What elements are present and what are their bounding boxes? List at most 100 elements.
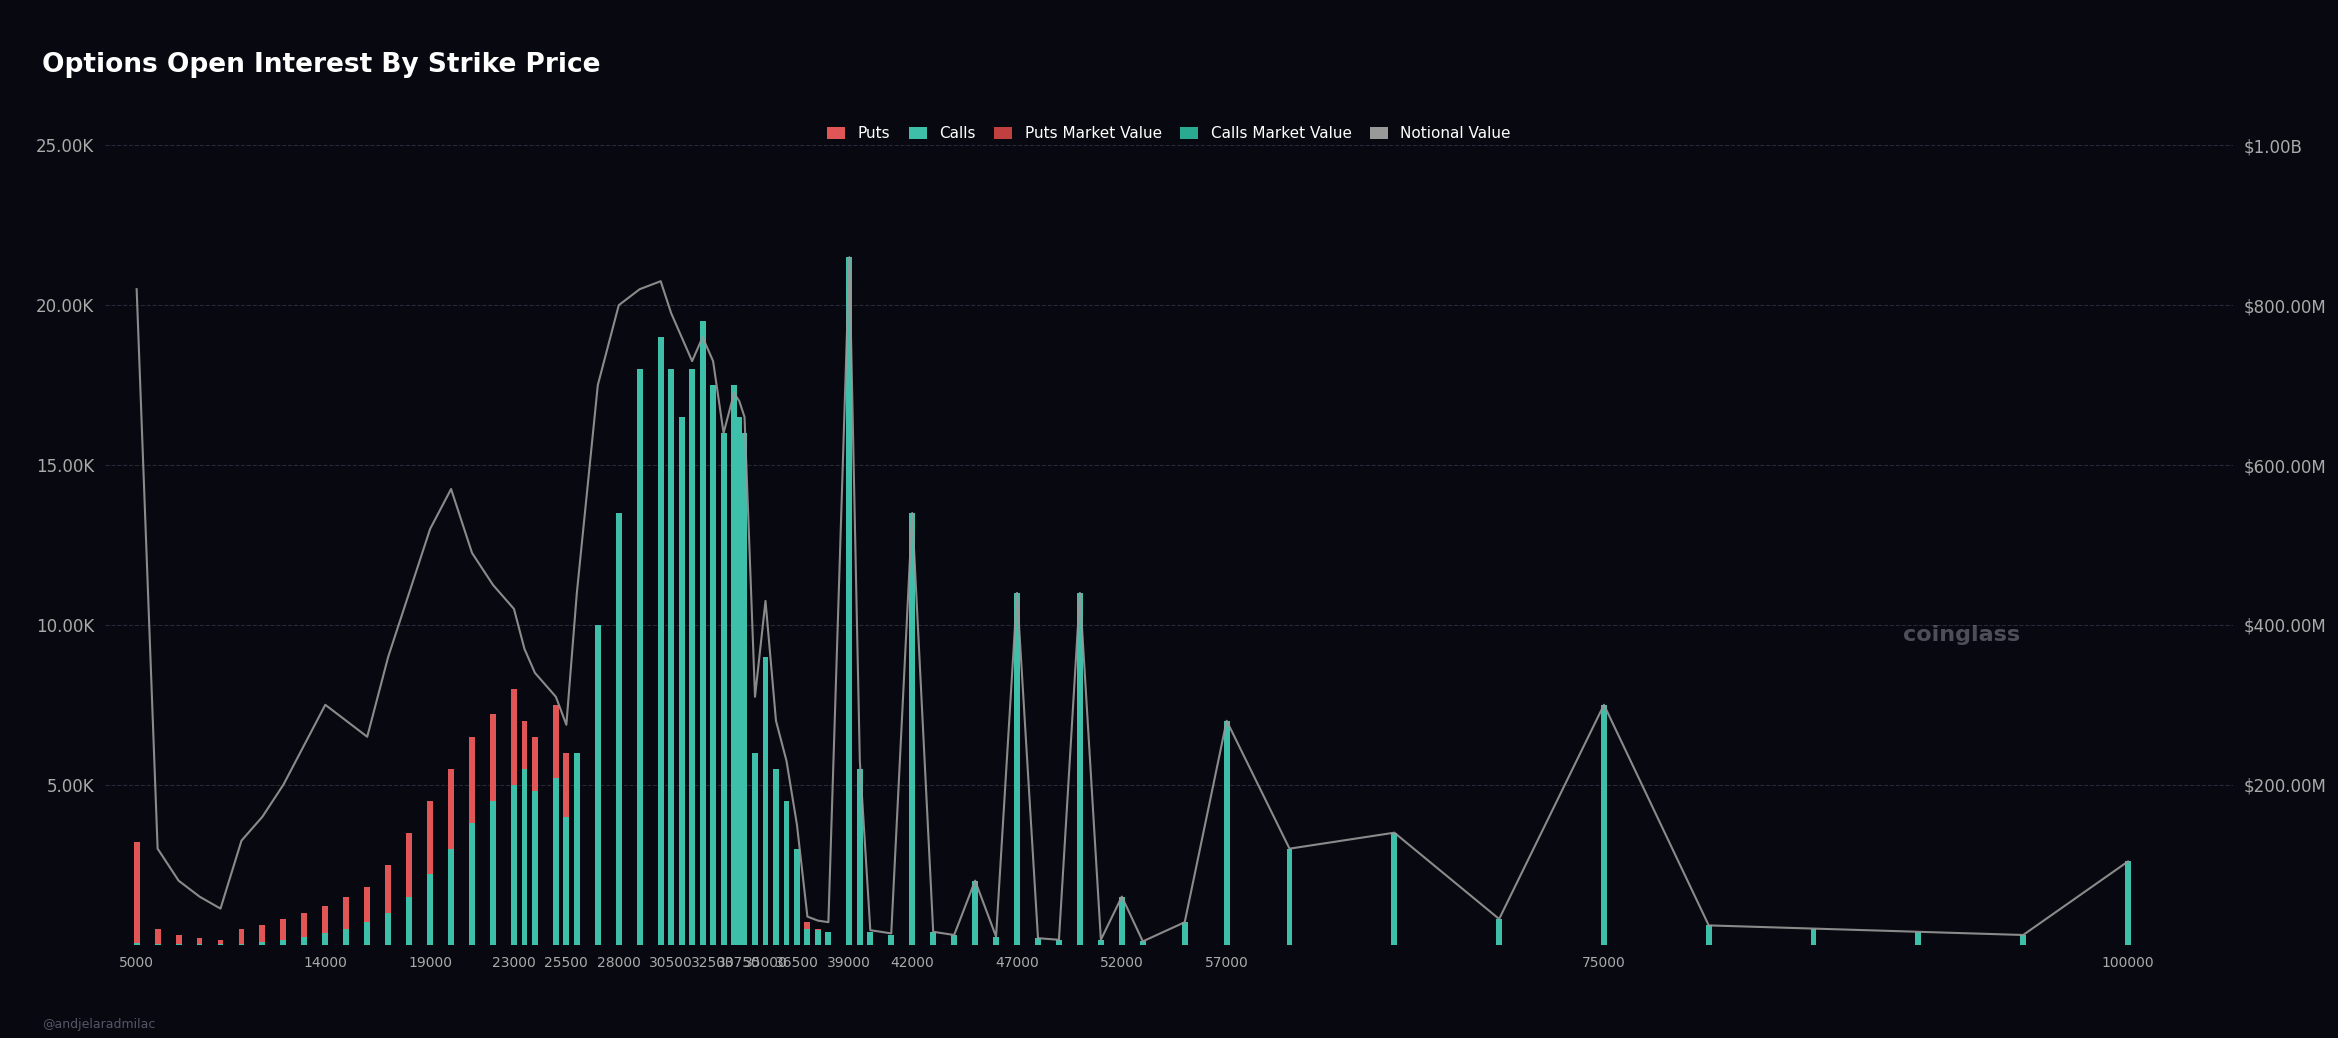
Bar [741, 811, 748, 945]
Bar [449, 849, 454, 945]
Bar [973, 880, 977, 945]
Bar [816, 930, 821, 945]
Bar [858, 938, 863, 945]
Bar [804, 929, 811, 945]
Bar [931, 943, 935, 945]
Bar [260, 943, 264, 945]
Bar [196, 938, 203, 945]
Bar [428, 800, 433, 945]
Bar [795, 849, 800, 945]
Bar [1036, 938, 1040, 945]
Bar [386, 912, 390, 945]
Bar [281, 919, 285, 945]
Bar [867, 932, 872, 945]
Bar [909, 943, 914, 945]
Bar [909, 513, 914, 945]
Bar [774, 887, 779, 945]
Bar [217, 939, 224, 945]
Bar [858, 769, 863, 945]
Bar [238, 929, 245, 945]
Bar [407, 832, 411, 945]
Bar [154, 929, 161, 945]
Bar [521, 720, 528, 945]
Bar [175, 935, 182, 945]
Bar [867, 939, 872, 945]
Bar [711, 385, 715, 945]
Text: @andjelaradmilac: @andjelaradmilac [42, 1017, 154, 1031]
Bar [2125, 862, 2130, 945]
Bar [1915, 932, 1922, 945]
Bar [512, 785, 517, 945]
Bar [952, 935, 956, 945]
Bar [736, 417, 741, 945]
Bar [1286, 849, 1293, 945]
Bar [1223, 720, 1230, 945]
Bar [386, 865, 390, 945]
Bar [133, 943, 140, 945]
Bar [699, 657, 706, 945]
Bar [1120, 897, 1125, 945]
Bar [2020, 935, 2027, 945]
Bar [678, 673, 685, 945]
Bar [1391, 832, 1398, 945]
Bar [741, 433, 748, 945]
Bar [1078, 593, 1082, 945]
Bar [1810, 929, 1817, 945]
Bar [690, 370, 694, 945]
Bar [470, 737, 475, 945]
Bar [428, 874, 433, 945]
Bar [753, 849, 758, 945]
Bar [344, 929, 348, 945]
Bar [753, 753, 758, 945]
Bar [323, 906, 327, 945]
Bar [636, 370, 643, 945]
Bar [260, 926, 264, 945]
Bar [720, 785, 727, 945]
Bar [636, 663, 643, 945]
Bar [1099, 939, 1104, 945]
Bar [846, 936, 853, 945]
Bar [762, 874, 769, 945]
Bar [1496, 919, 1501, 945]
Bar [533, 791, 538, 945]
Bar [762, 657, 769, 945]
Bar [521, 769, 528, 945]
Bar [825, 933, 832, 945]
Bar [594, 673, 601, 945]
Bar [699, 321, 706, 945]
Bar [783, 800, 790, 945]
Bar [407, 897, 411, 945]
Bar [690, 640, 694, 945]
Bar [732, 385, 736, 945]
Bar [449, 769, 454, 945]
Bar [795, 916, 800, 945]
Bar [365, 887, 369, 945]
Bar [594, 625, 601, 945]
Bar [711, 689, 715, 945]
Bar [657, 337, 664, 945]
Bar [615, 651, 622, 945]
Bar [281, 939, 285, 945]
Bar [931, 932, 935, 945]
Bar [657, 682, 664, 945]
Bar [952, 943, 956, 945]
Legend: Puts, Calls, Puts Market Value, Calls Market Value, Notional Value: Puts, Calls, Puts Market Value, Calls Ma… [823, 121, 1515, 146]
Bar [470, 823, 475, 945]
Bar [1141, 941, 1146, 945]
Bar [133, 842, 140, 945]
Bar [491, 714, 496, 945]
Bar [344, 897, 348, 945]
Bar [491, 800, 496, 945]
Bar [669, 370, 673, 945]
Bar [720, 433, 727, 945]
Bar [1015, 593, 1019, 945]
Bar [783, 906, 790, 945]
Bar [323, 933, 327, 945]
Bar [804, 922, 811, 945]
Bar [888, 935, 893, 945]
Bar [1057, 939, 1061, 945]
Text: coinglass: coinglass [1903, 625, 2020, 645]
Bar [554, 778, 559, 945]
Bar [732, 817, 736, 945]
Bar [846, 257, 853, 945]
